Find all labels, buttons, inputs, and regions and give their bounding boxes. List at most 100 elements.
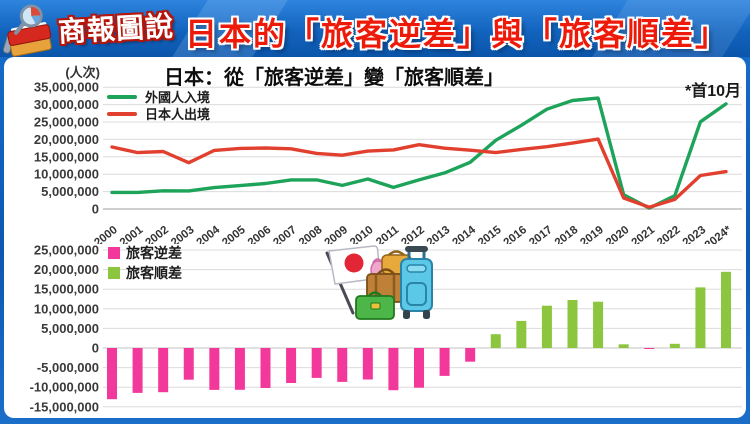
x-axis-year-label: 2001 — [118, 224, 146, 244]
y-axis-tick-label: 0 — [92, 341, 99, 356]
trolley-handle — [405, 246, 428, 252]
surplus-bar — [541, 305, 552, 348]
x-axis-year-label: 2015 — [476, 224, 504, 244]
y-axis-tick-label: 25,000,000 — [34, 115, 99, 130]
y-axis-tick-label: 10,000,000 — [34, 167, 99, 182]
line-chart-legend: 外國人入境 日本人出境 — [107, 88, 210, 122]
japan-flag-luggage-illustration — [325, 245, 433, 320]
legend-item-deficit: 旅客逆差 — [108, 243, 182, 263]
deficit-bar — [132, 348, 143, 393]
surplus-bar — [490, 334, 501, 348]
surplus-bar — [593, 301, 604, 348]
legend-label: 旅客順差 — [126, 265, 182, 281]
deficit-bar — [337, 348, 348, 382]
deficit-bar — [286, 348, 297, 383]
lens-pie-red — [30, 6, 41, 16]
chart-card: 0 5,000,000 10,000,000 15,000,000 20,000,000… — [4, 57, 746, 418]
x-axis-year-label: 2006 — [246, 224, 274, 244]
surplus-bar — [669, 343, 680, 348]
x-axis-year-label: 2012 — [399, 224, 427, 244]
x-axis-year-label: 2017 — [527, 224, 555, 244]
deficit-bar — [439, 348, 450, 376]
x-axis-year-label: 2019 — [578, 224, 606, 244]
bar-chart: -15,000,000 -10,000,000 -5,000,000 0 5,000,0… — [30, 244, 742, 414]
flag-red-circle — [344, 253, 364, 273]
x-axis-year-label: 2003 — [169, 224, 197, 244]
magnifier-handle — [14, 21, 26, 35]
y-axis-tick-label: 25,000,000 — [34, 244, 99, 258]
surplus-bar — [567, 300, 578, 348]
trolley-pocket-top — [406, 264, 427, 273]
x-axis-year-label: 2010 — [348, 224, 376, 244]
red-book — [7, 24, 52, 46]
green-case-lock — [370, 302, 381, 310]
surplus-bar — [695, 287, 706, 348]
x-axis-year-label: 2000 — [92, 224, 120, 244]
green-line-swatch — [107, 94, 137, 99]
deficit-bar — [362, 348, 373, 380]
deficit-bar — [107, 348, 117, 400]
trolley-wheel — [423, 310, 430, 319]
deficit-bar — [465, 348, 476, 362]
surplus-bar — [721, 271, 731, 348]
y-axis-tick-label: 0 — [92, 202, 99, 217]
x-axis-year-label: 2013 — [425, 224, 453, 244]
deficit-bar — [260, 348, 271, 388]
bar-chart-legend: 旅客逆差 旅客順差 — [108, 243, 182, 283]
x-axis-year-label: 2011 — [374, 224, 402, 244]
trolley-wheel — [403, 310, 410, 319]
legend-label: 旅客逆差 — [126, 245, 182, 261]
x-axis-year-label: 2007 — [271, 224, 299, 244]
legend-label: 外國人入境 — [145, 90, 211, 105]
y-axis-tick-label: -5,000,000 — [37, 360, 99, 375]
y-axis-tick-label: 35,000,000 — [34, 80, 99, 95]
red-line-swatch — [107, 111, 137, 116]
x-axis-year-label: 2014 — [450, 224, 478, 244]
deficit-bar — [234, 348, 245, 390]
y-axis-tick-label: 20,000,000 — [34, 132, 99, 147]
footnote: *首10月 — [684, 83, 741, 100]
y-axis-tick-label: -10,000,000 — [30, 380, 99, 395]
x-axis-year-label: 2016 — [502, 224, 530, 244]
deficit-bar — [158, 348, 169, 393]
line-chart: 0 5,000,000 10,000,000 15,000,000 20,000,000… — [34, 80, 742, 244]
deficit-bar — [414, 348, 424, 388]
legend-item-inbound: 外國人入境 — [107, 88, 210, 105]
deficit-bar — [209, 348, 220, 390]
x-axis-year-label: 2020 — [604, 224, 632, 244]
x-axis-year-label: 2002 — [143, 224, 171, 244]
y-axis-tick-label: 15,000,000 — [34, 149, 99, 164]
green-case-handle — [368, 291, 382, 297]
x-axis-year-label: 2021 — [630, 224, 658, 244]
legend-label: 日本人出境 — [145, 107, 211, 122]
green-square-swatch — [108, 267, 120, 279]
y-axis-tick-label: 15,000,000 — [34, 282, 99, 297]
line-chart-title: 日本：從「旅客逆差」變「旅客順差」 — [164, 67, 504, 89]
y-axis-tick-label: 20,000,000 — [34, 262, 99, 277]
page-title: 日本的「旅客逆差」與「旅客順差」 — [184, 16, 729, 52]
surplus-bar — [516, 320, 527, 348]
surplus-bar — [618, 344, 629, 348]
x-axis-year-label: 2008 — [297, 224, 325, 244]
deficit-bar — [311, 348, 322, 378]
y-axis-tick-label: 5,000,000 — [41, 321, 99, 336]
x-axis-year-label: 2018 — [553, 224, 581, 244]
legend-item-outbound: 日本人出境 — [107, 105, 210, 122]
x-axis-year-label: 2005 — [220, 224, 248, 244]
logo-text: 商報圖說 — [57, 10, 175, 48]
y-axis-unit-label: (人次) — [65, 65, 100, 80]
x-axis-year-label: 2009 — [323, 224, 351, 244]
series-line-1 — [110, 137, 728, 209]
x-axis-year-label: 2022 — [655, 224, 683, 244]
y-axis-tick-label: -15,000,000 — [30, 399, 99, 414]
books-magnifier-icon — [2, 4, 52, 57]
y-axis-tick-label: 10,000,000 — [34, 301, 99, 316]
suitcase-handle — [377, 268, 395, 275]
y-axis-tick-label: 30,000,000 — [34, 97, 99, 112]
trolley-pocket — [406, 282, 427, 306]
legend-item-surplus: 旅客順差 — [108, 263, 182, 283]
pink-square-swatch — [108, 247, 120, 259]
header-banner — [0, 0, 750, 57]
y-axis-tick-label: 5,000,000 — [41, 184, 99, 199]
